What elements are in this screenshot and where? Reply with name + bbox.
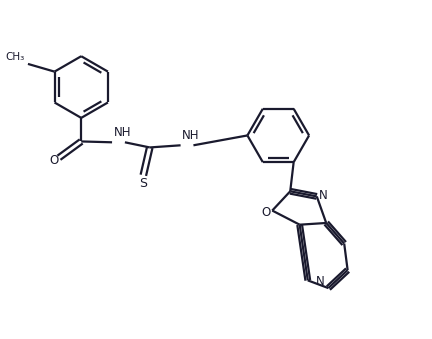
Text: N: N [318, 188, 327, 202]
Text: N: N [315, 275, 324, 288]
Text: S: S [140, 177, 147, 190]
Text: NH: NH [114, 126, 131, 139]
Text: O: O [262, 206, 271, 219]
Text: NH: NH [182, 129, 200, 142]
Text: CH₃: CH₃ [6, 52, 25, 62]
Text: O: O [49, 154, 58, 167]
